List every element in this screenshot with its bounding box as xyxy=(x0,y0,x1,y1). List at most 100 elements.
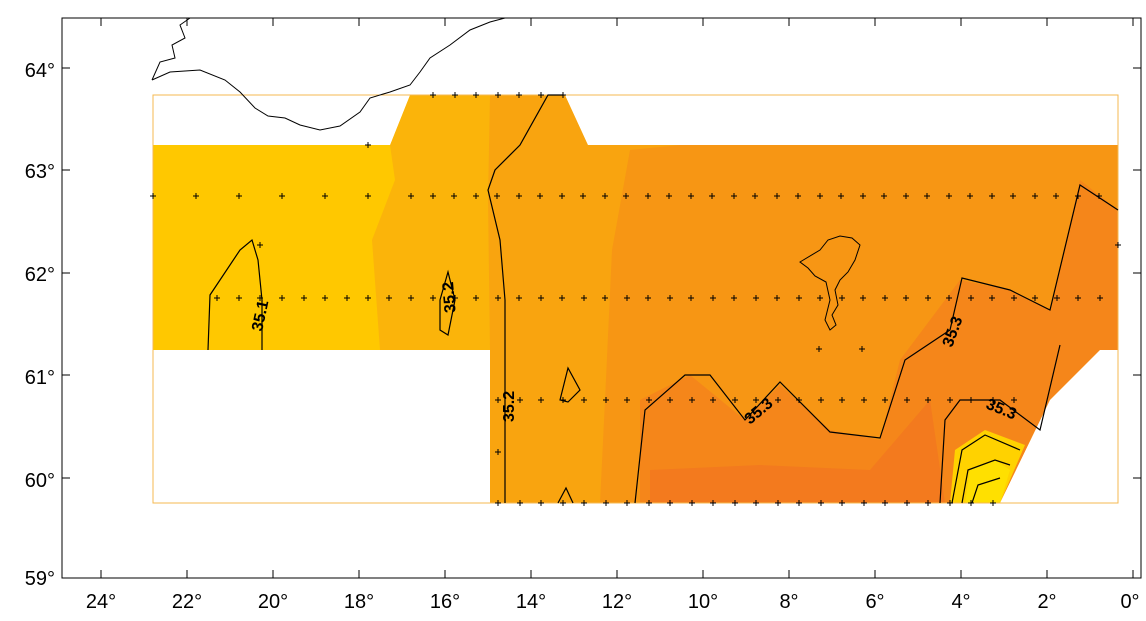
contour-35-2-island xyxy=(439,269,456,336)
station-marker xyxy=(1075,295,1081,301)
lon-label: 20° xyxy=(258,591,288,613)
station-marker xyxy=(796,295,802,301)
station-marker xyxy=(322,193,328,199)
station-marker xyxy=(796,500,802,506)
lat-label: 59° xyxy=(25,568,55,590)
station-marker xyxy=(322,295,328,301)
station-marker xyxy=(560,500,566,506)
station-marker xyxy=(623,193,629,199)
station-marker xyxy=(473,295,479,301)
station-marker xyxy=(881,193,887,199)
salinity-zone-5 xyxy=(640,180,1118,503)
station-marker xyxy=(580,193,586,199)
station-marker xyxy=(817,193,823,199)
lat-label: 63° xyxy=(25,161,55,183)
station-marker xyxy=(645,295,651,301)
station-marker xyxy=(689,500,695,506)
station-marker xyxy=(517,397,523,403)
station-marker xyxy=(947,397,953,403)
coastlines xyxy=(151,17,861,331)
station-marker xyxy=(538,397,544,403)
station-marker xyxy=(1010,193,1016,199)
station-marker xyxy=(968,500,974,506)
station-marker xyxy=(775,500,781,506)
station-marker xyxy=(667,500,673,506)
contour-label-35-2-a: 35.2 xyxy=(440,281,460,314)
station-marker xyxy=(495,295,501,301)
station-marker xyxy=(774,193,780,199)
station-marker xyxy=(989,295,995,301)
station-marker xyxy=(818,397,824,403)
lon-label: 0° xyxy=(1120,591,1139,613)
longitude-axis: 24° 22° 20° 18° 16° 14° 12° 10° 8° 6° 4°… xyxy=(86,591,1140,613)
station-marker xyxy=(257,295,263,301)
lon-label: 2° xyxy=(1037,591,1056,613)
station-marker xyxy=(1011,295,1017,301)
station-marker xyxy=(279,295,285,301)
contour-label-35-1: 35.1 xyxy=(249,299,272,333)
station-marker xyxy=(774,295,780,301)
station-marker xyxy=(602,193,608,199)
station-marker xyxy=(946,193,952,199)
lon-label: 4° xyxy=(951,591,970,613)
grid-outline-top xyxy=(152,94,1119,504)
faroe-islands xyxy=(799,235,861,331)
station-marker xyxy=(560,397,566,403)
station-marker xyxy=(732,397,738,403)
station-marker xyxy=(904,397,910,403)
station-marker xyxy=(709,193,715,199)
station-marker xyxy=(516,295,522,301)
station-marker xyxy=(1054,295,1060,301)
station-marker xyxy=(538,295,544,301)
station-marker xyxy=(451,193,457,199)
station-marker xyxy=(882,397,888,403)
station-marker xyxy=(989,193,995,199)
station-marker xyxy=(495,449,501,455)
station-marker xyxy=(1075,193,1081,199)
land-mask-top-right xyxy=(565,95,1118,145)
contour-small-loop xyxy=(559,366,581,403)
station-marker xyxy=(452,92,458,98)
station-marker xyxy=(408,193,414,199)
station-marker xyxy=(904,500,910,506)
station-marker xyxy=(452,295,458,301)
station-marker xyxy=(1053,193,1059,199)
station-marker xyxy=(968,397,974,403)
land-mask-bottom-left xyxy=(153,350,488,503)
station-marker xyxy=(646,500,652,506)
station-marker xyxy=(624,500,630,506)
station-marker xyxy=(494,193,500,199)
station-marker xyxy=(150,193,156,199)
station-marker xyxy=(1032,193,1038,199)
station-marker xyxy=(581,500,587,506)
contour-35-1 xyxy=(207,238,263,351)
station-marker xyxy=(860,295,866,301)
station-marker xyxy=(236,295,242,301)
land-mask-bottom-right xyxy=(1000,350,1118,503)
lon-label: 10° xyxy=(688,591,718,613)
station-marker xyxy=(624,295,630,301)
station-marker xyxy=(710,500,716,506)
lon-label: 24° xyxy=(86,591,116,613)
station-marker xyxy=(257,242,263,248)
station-marker xyxy=(517,500,523,506)
station-marker xyxy=(430,92,436,98)
station-marker xyxy=(667,397,673,403)
salinity-zone-6 xyxy=(650,400,945,503)
land-mask-top xyxy=(153,95,410,145)
station-marker xyxy=(645,193,651,199)
station-marker xyxy=(925,295,931,301)
station-marker xyxy=(925,397,931,403)
contour-35-2-west xyxy=(487,94,563,503)
station-marker xyxy=(1011,397,1017,403)
lon-label: 18° xyxy=(344,591,374,613)
contour-lines xyxy=(207,94,1119,504)
station-marker xyxy=(925,500,931,506)
lat-label: 62° xyxy=(25,264,55,286)
station-marker xyxy=(753,500,759,506)
station-marker xyxy=(861,397,867,403)
station-marker xyxy=(344,295,350,301)
station-marker xyxy=(516,193,522,199)
station-marker xyxy=(646,397,652,403)
